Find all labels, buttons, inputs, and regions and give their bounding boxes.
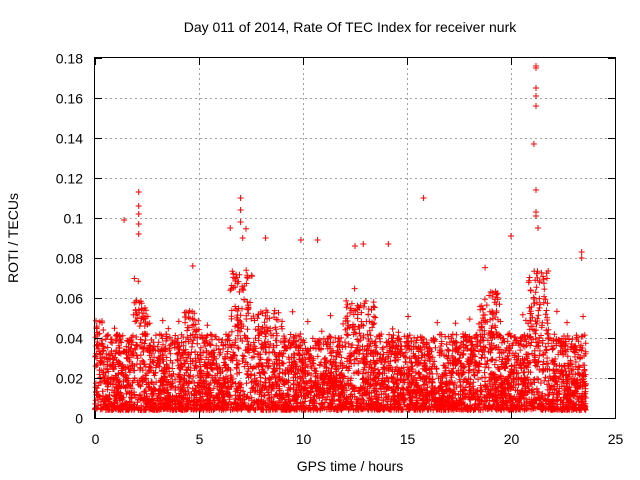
data-point bbox=[508, 233, 514, 239]
x-tick-label: 0 bbox=[92, 431, 100, 447]
data-point bbox=[352, 243, 358, 249]
data-points bbox=[92, 63, 589, 413]
dense-point-cloud bbox=[92, 225, 589, 413]
x-tick-label: 25 bbox=[608, 431, 624, 447]
data-point bbox=[533, 213, 539, 219]
data-point bbox=[262, 235, 269, 241]
y-tick-label: 0.12 bbox=[56, 171, 83, 187]
axis-ticks bbox=[95, 58, 616, 419]
y-tick-label: 0.06 bbox=[56, 291, 83, 307]
y-tick-label: 0 bbox=[75, 411, 83, 427]
data-point bbox=[237, 207, 244, 213]
data-point bbox=[121, 217, 128, 223]
data-point bbox=[535, 225, 541, 231]
data-point bbox=[135, 211, 142, 217]
x-tick-label: 20 bbox=[504, 431, 520, 447]
x-axis-title: GPS time / hours bbox=[297, 458, 404, 474]
data-point bbox=[420, 195, 427, 201]
chart-title: Day 011 of 2014, Rate Of TEC Index for r… bbox=[184, 19, 518, 35]
y-tick-label: 0.08 bbox=[56, 251, 83, 267]
data-point bbox=[533, 103, 539, 109]
data-point bbox=[533, 93, 539, 99]
data-point bbox=[385, 241, 392, 247]
y-tick-label: 0.04 bbox=[56, 331, 83, 347]
tick-labels: 0 5 10 15 20 25 0 0.02 0.04 0.06 0.08 0.1 0.12 0.14 0.… bbox=[56, 51, 624, 448]
data-point bbox=[189, 263, 196, 269]
data-point bbox=[135, 203, 142, 209]
y-axis-title: ROTI / TECUs bbox=[5, 193, 21, 283]
plot-frame bbox=[94, 57, 616, 419]
x-tick-label: 10 bbox=[296, 431, 312, 447]
x-tick-label: 5 bbox=[196, 431, 204, 447]
data-point bbox=[135, 189, 142, 195]
data-point bbox=[578, 249, 585, 255]
data-point bbox=[135, 221, 142, 227]
data-point bbox=[297, 237, 304, 243]
data-point bbox=[135, 231, 142, 237]
y-tick-label: 0.1 bbox=[64, 211, 84, 227]
data-point bbox=[239, 235, 246, 241]
y-tick-label: 0.14 bbox=[56, 131, 83, 147]
data-point bbox=[533, 65, 539, 71]
y-tick-label: 0.18 bbox=[56, 51, 83, 67]
data-point bbox=[578, 255, 585, 261]
y-tick-label: 0.02 bbox=[56, 371, 83, 387]
data-point bbox=[237, 219, 244, 225]
data-point bbox=[360, 241, 367, 247]
data-point bbox=[533, 85, 539, 91]
data-point bbox=[533, 187, 539, 193]
x-tick-label: 15 bbox=[400, 431, 416, 447]
data-point bbox=[530, 141, 537, 147]
data-point bbox=[237, 195, 244, 201]
y-tick-label: 0.16 bbox=[56, 91, 83, 107]
data-point bbox=[314, 237, 321, 243]
data-point bbox=[227, 225, 234, 231]
